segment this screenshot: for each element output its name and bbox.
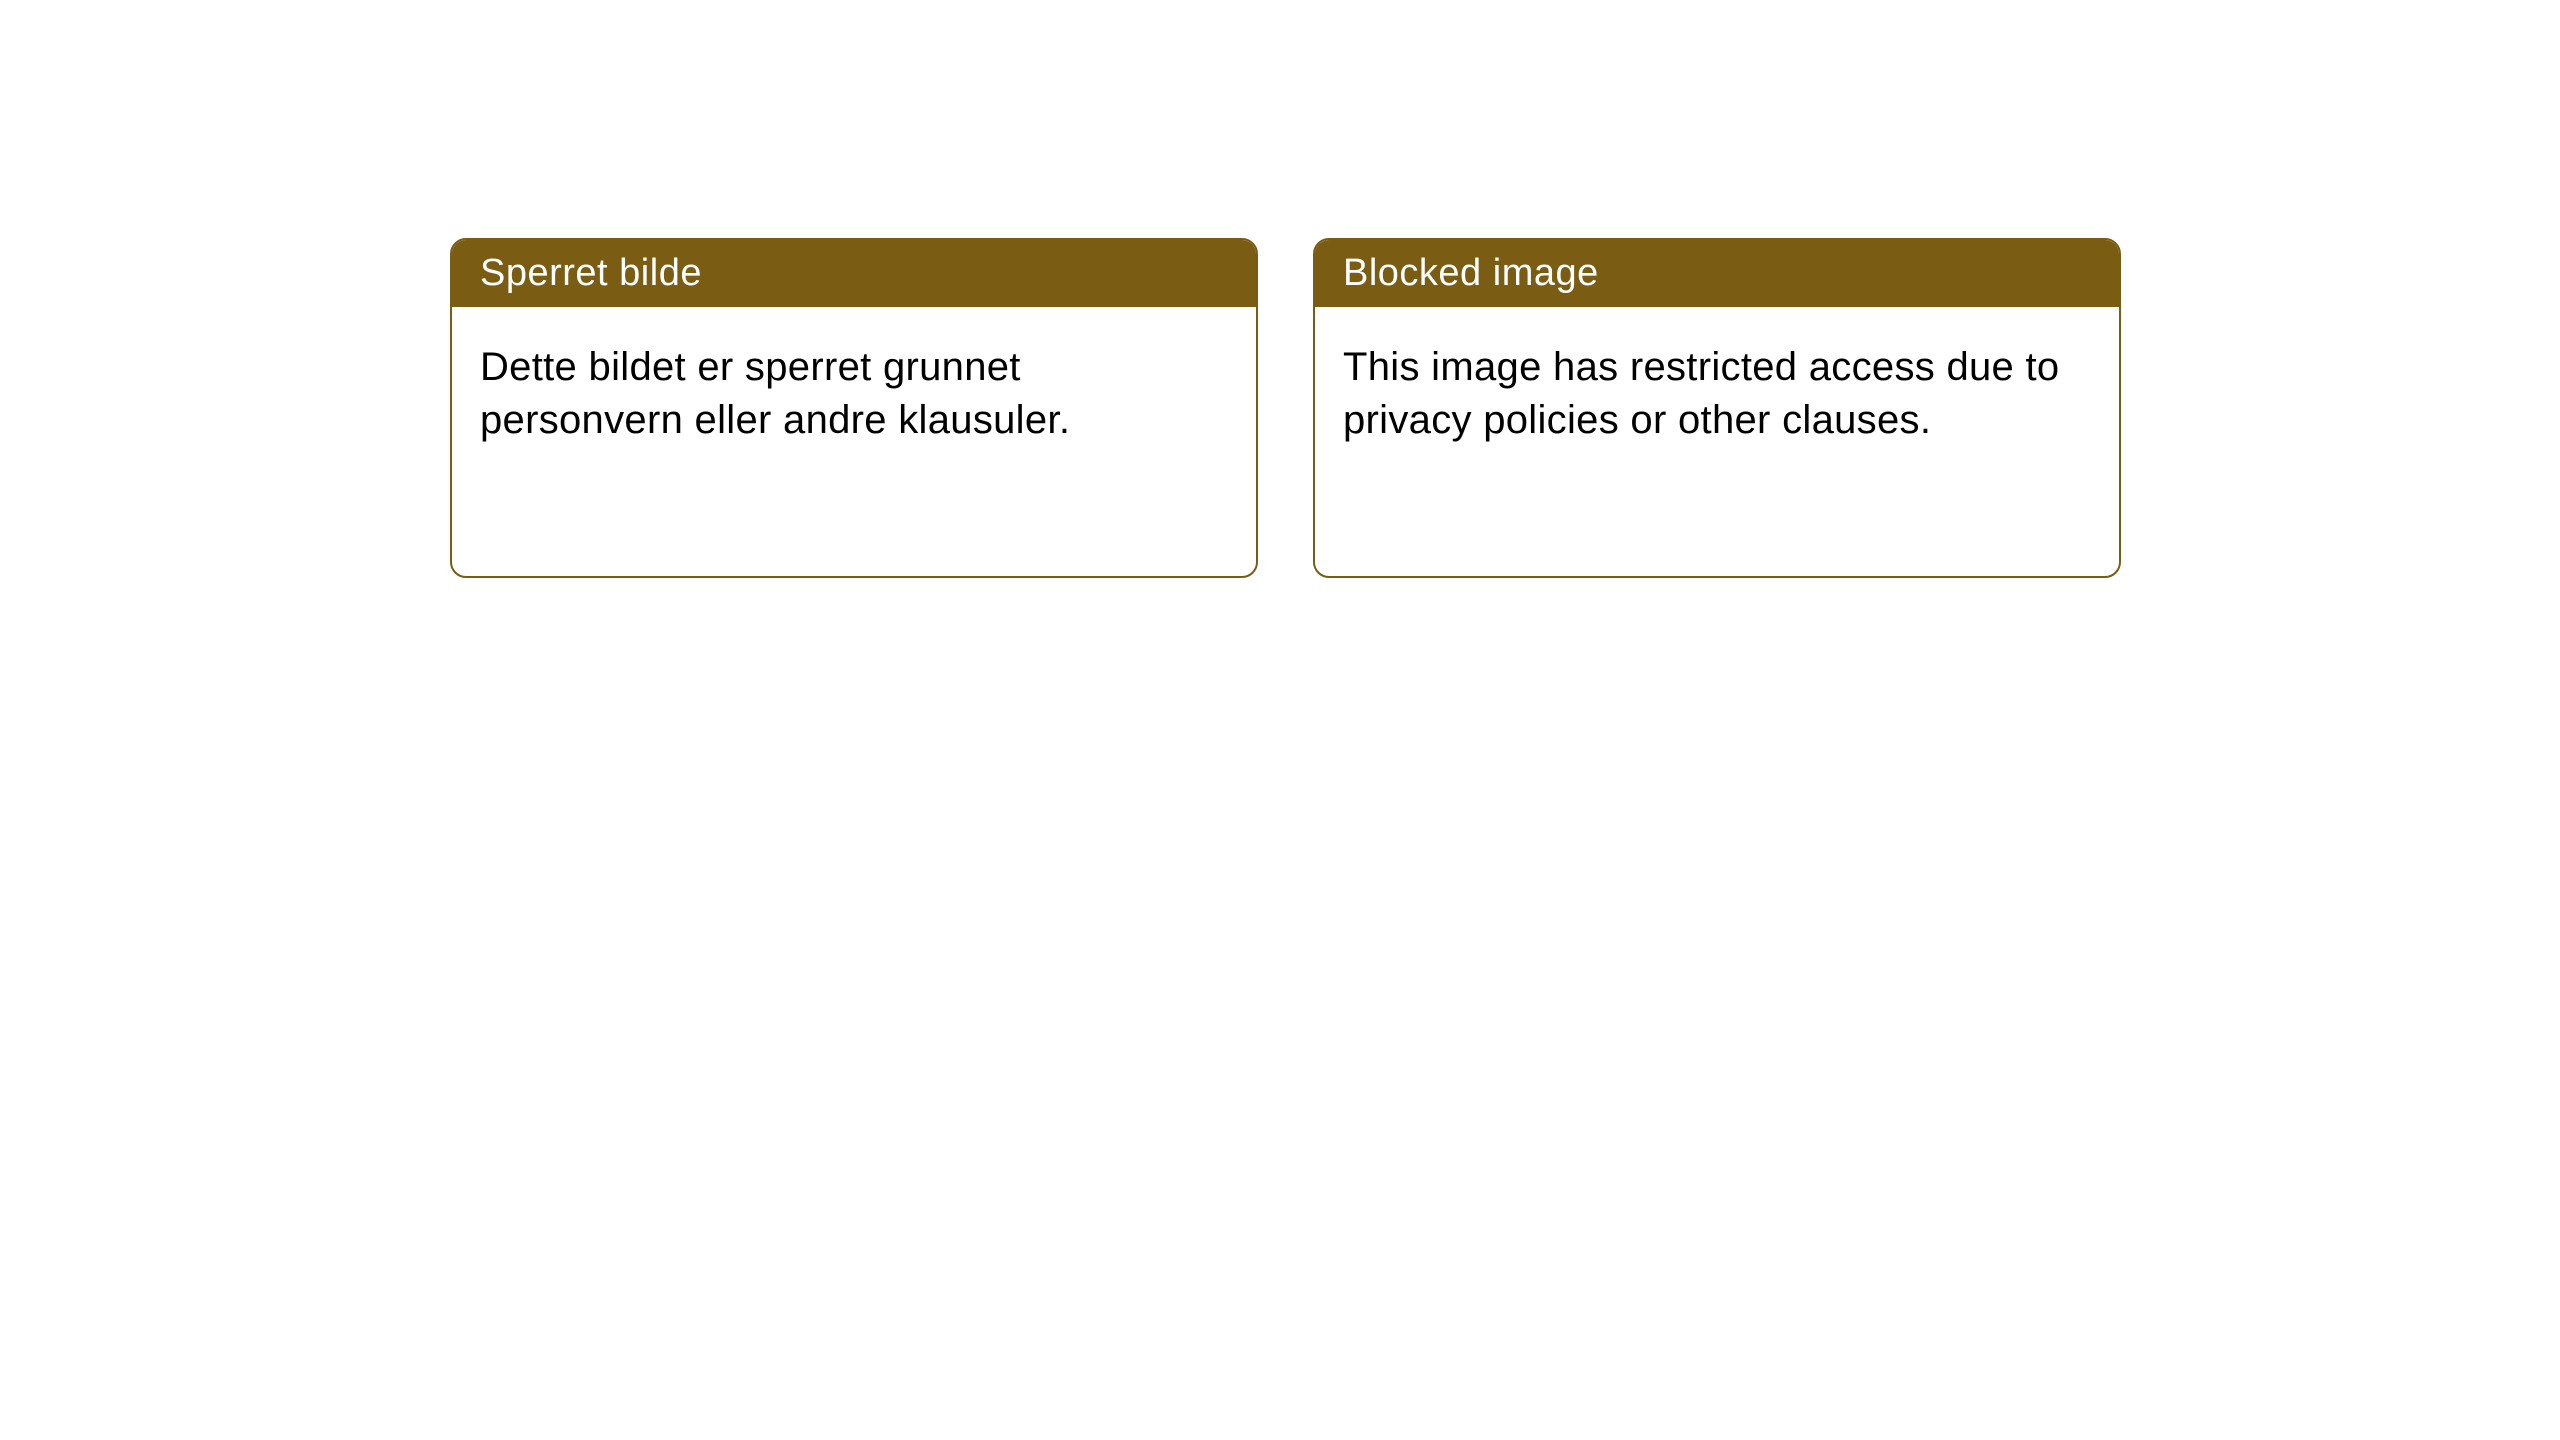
card-header: Sperret bilde — [452, 240, 1256, 307]
blocked-image-card-norwegian: Sperret bilde Dette bildet er sperret gr… — [450, 238, 1258, 578]
card-body: Dette bildet er sperret grunnet personve… — [452, 307, 1256, 481]
card-title: Sperret bilde — [480, 252, 702, 294]
card-body-text: Dette bildet er sperret grunnet personve… — [480, 345, 1070, 442]
blocked-image-card-english: Blocked image This image has restricted … — [1313, 238, 2121, 578]
card-title: Blocked image — [1343, 252, 1599, 294]
card-header: Blocked image — [1315, 240, 2119, 307]
card-body-text: This image has restricted access due to … — [1343, 345, 2059, 442]
notice-cards-container: Sperret bilde Dette bildet er sperret gr… — [0, 0, 2560, 578]
card-body: This image has restricted access due to … — [1315, 307, 2119, 481]
